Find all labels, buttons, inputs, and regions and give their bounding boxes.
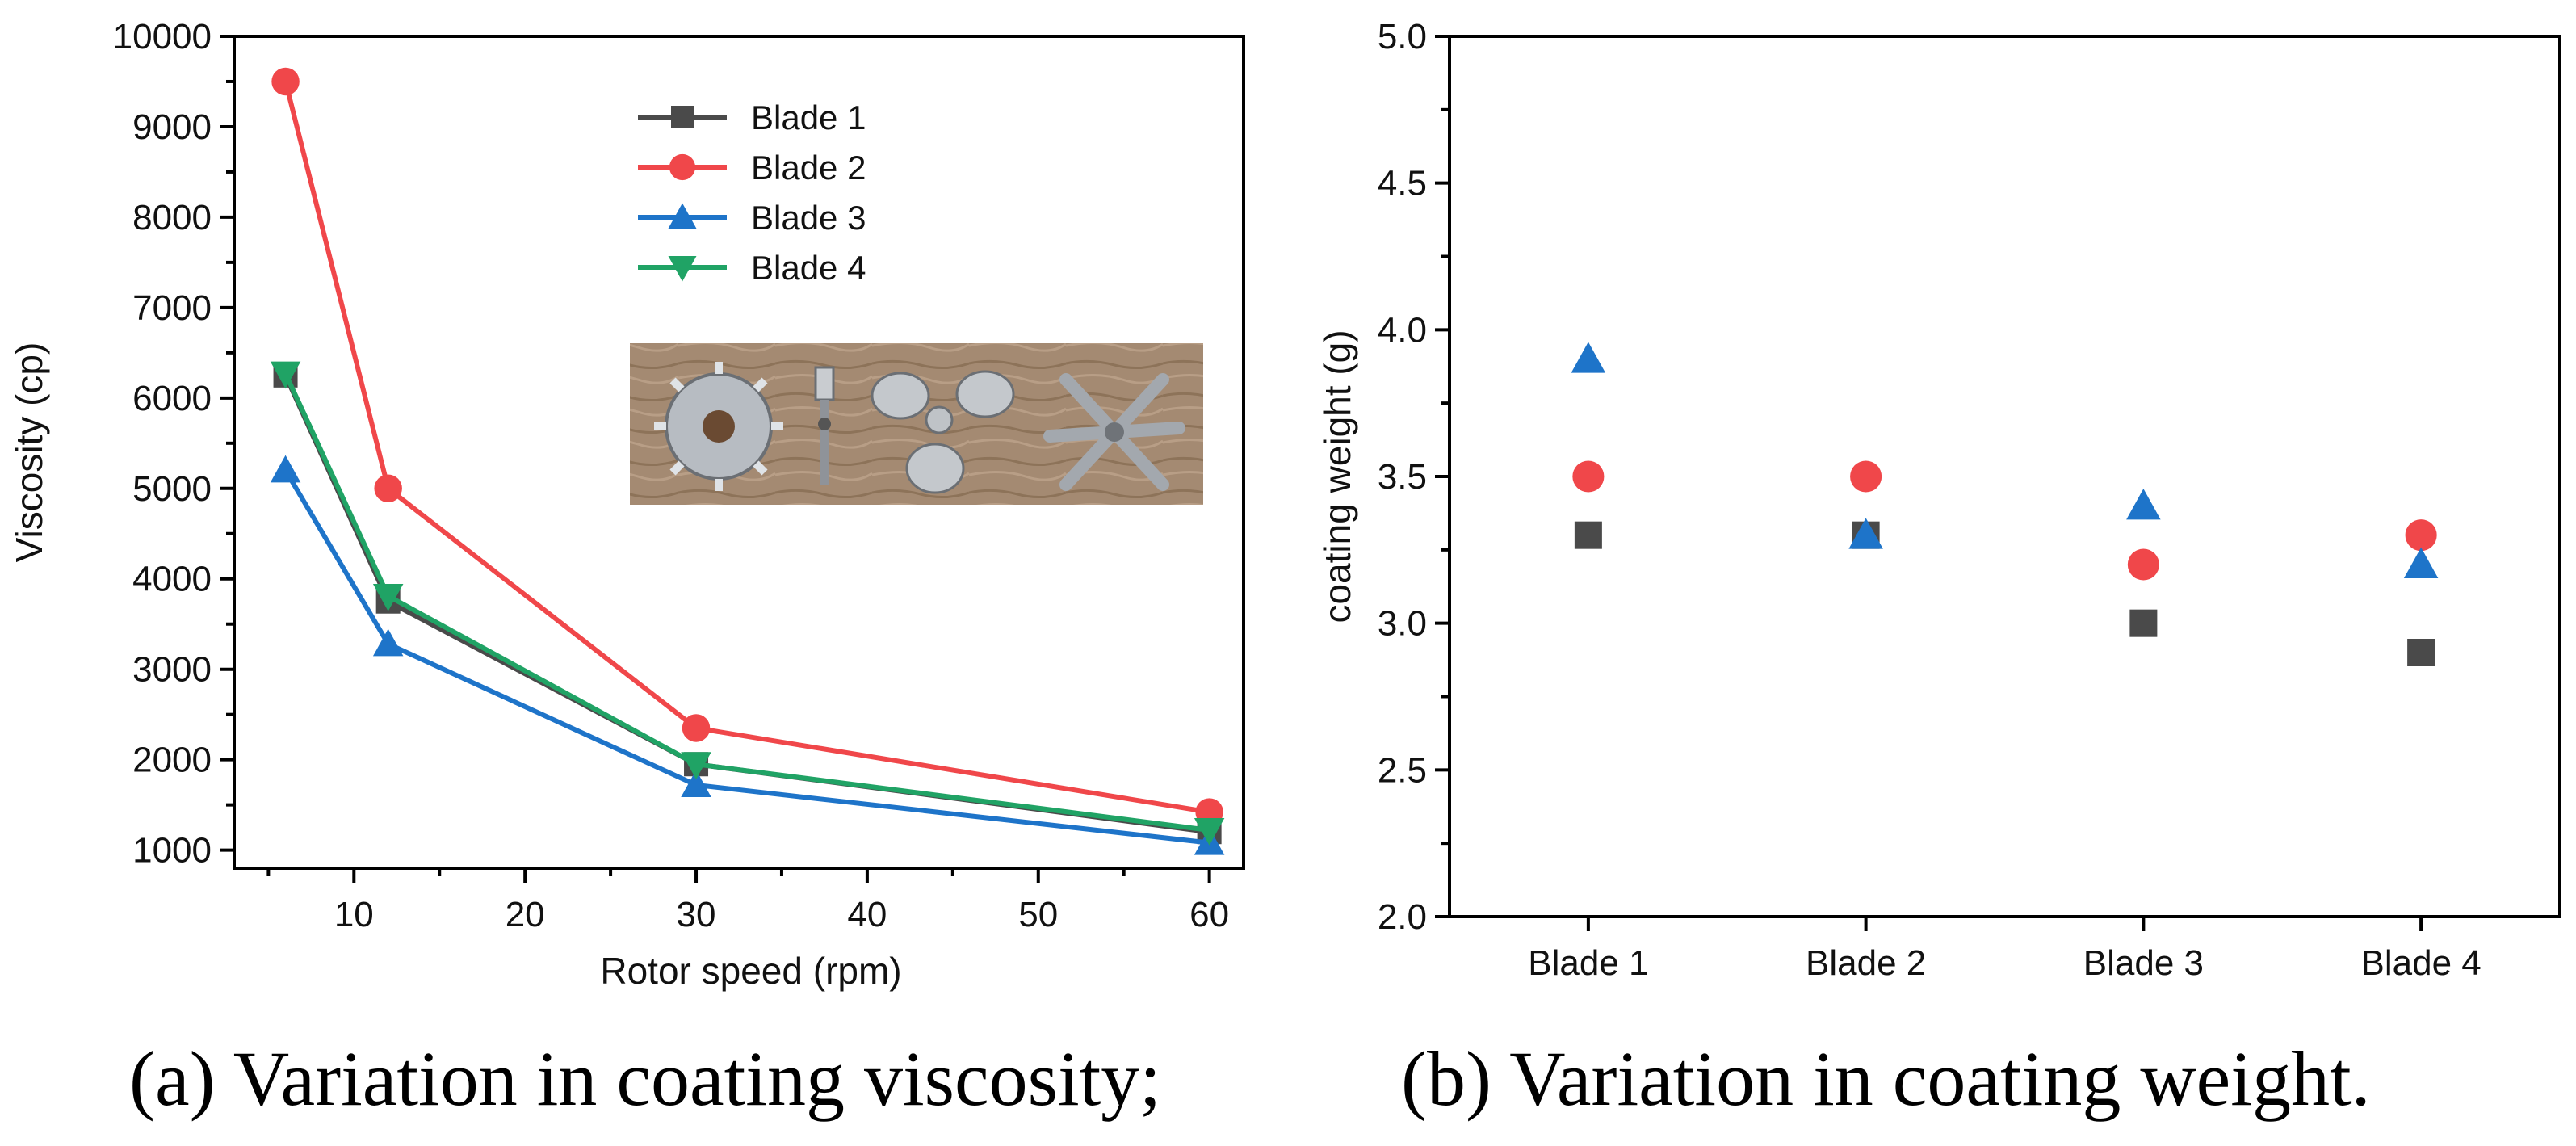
- series-line: [283, 372, 1210, 833]
- caption-b: (b) Variation in coating weight.: [1401, 1035, 2371, 1122]
- legend-marker: [668, 203, 697, 229]
- x-tick-label: 30: [677, 895, 716, 934]
- legend-label: Blade 3: [751, 199, 866, 237]
- data-point: [270, 361, 301, 389]
- weight-series: [1571, 342, 2439, 666]
- x-tick-label: Blade 1: [1528, 943, 1648, 983]
- y-tick-label: 7000: [132, 288, 212, 328]
- x-tick-label: 20: [506, 895, 545, 934]
- series-line: [283, 468, 1210, 846]
- data-point: [2127, 548, 2159, 581]
- caption-a: (a) Variation in coating viscosity;: [129, 1035, 1161, 1122]
- y-tick-label: 6000: [132, 379, 212, 418]
- x-tick-label: 40: [847, 895, 887, 934]
- x-tick-label: Blade 4: [2361, 943, 2482, 983]
- x-tick-label: 10: [334, 895, 374, 934]
- viscosity-y-tick-labels: 1000 2000 3000 4000 5000 6000 7000 8000 9000 1000…: [113, 17, 212, 871]
- blade-3-photo: [871, 370, 1015, 494]
- y-tick-label: 3.5: [1378, 457, 1427, 497]
- data-point: [1850, 460, 1882, 493]
- weight-x-tick-labels: Blade 1 Blade 2 Blade 3 Blade 4: [1528, 943, 2481, 983]
- series-blade-2: [271, 67, 1223, 826]
- data-point: [1574, 521, 1602, 549]
- x-tick-label: Blade 3: [2083, 943, 2204, 983]
- y-tick-label: 1000: [132, 831, 212, 871]
- viscosity-plot-frame: [233, 35, 1245, 870]
- y-tick-label: 4000: [132, 560, 212, 599]
- legend-item-2: Blade 2: [638, 149, 866, 187]
- weight-series-triangle-up: [1571, 342, 2439, 578]
- viscosity-chart: 10 20 30 40 50 60 1000 2000 3000 4000 5000 6000 700…: [8, 17, 1245, 992]
- legend-item-3: Blade 3: [638, 199, 866, 237]
- x-tick-label: Blade 2: [1806, 943, 1926, 983]
- y-tick-label: 2.5: [1378, 750, 1427, 790]
- legend-marker: [669, 153, 696, 181]
- series-blade-3: [270, 455, 1225, 855]
- legend-marker: [671, 106, 694, 128]
- data-point: [2403, 547, 2439, 578]
- data-point: [1848, 518, 1883, 549]
- viscosity-y-axis-title: Viscosity (cp): [8, 342, 50, 563]
- x-tick-label: 60: [1189, 895, 1229, 934]
- y-tick-label: 4.0: [1378, 310, 1427, 350]
- data-point: [372, 584, 404, 611]
- data-point: [2405, 519, 2437, 552]
- viscosity-legend: Blade 1 Blade 2 Blade 3 Blade 4: [638, 99, 866, 287]
- data-point: [1571, 342, 1606, 373]
- legend-marker: [668, 256, 697, 282]
- data-point: [1194, 817, 1225, 846]
- legend-label: Blade 2: [751, 149, 866, 187]
- x-tick-label: 50: [1018, 895, 1058, 934]
- weight-y-tick-labels: 2.0 2.5 3.0 3.5 4.0 4.5 5.0: [1378, 17, 1427, 937]
- legend-item-1: Blade 1: [638, 99, 866, 136]
- series-blade-4: [270, 361, 1225, 846]
- viscosity-x-axis-title: Rotor speed (rpm): [600, 950, 901, 992]
- legend-label: Blade 4: [751, 249, 866, 287]
- y-tick-label: 9000: [132, 107, 212, 147]
- weight-plot-frame: [1448, 35, 2561, 918]
- viscosity-x-tick-labels: 10 20 30 40 50 60: [334, 895, 1229, 934]
- y-tick-label: 8000: [132, 198, 212, 237]
- data-point: [271, 67, 300, 96]
- data-point: [1572, 460, 1605, 493]
- data-point: [374, 474, 402, 503]
- series-line: [283, 81, 1210, 815]
- data-point: [2126, 489, 2161, 520]
- data-point: [681, 770, 711, 797]
- blades-photo-inset: [630, 343, 1203, 505]
- y-tick-label: 2000: [132, 741, 212, 780]
- y-tick-label: 5.0: [1378, 17, 1427, 57]
- y-tick-label: 3000: [132, 650, 212, 690]
- data-point: [681, 752, 711, 779]
- y-tick-label: 5000: [132, 469, 212, 509]
- coating-weight-chart: Blade 1 Blade 2 Blade 3 Blade 4 2.0 2.5 3.0 3.…: [1316, 17, 2561, 983]
- data-point: [2129, 609, 2158, 637]
- viscosity-ticks: [220, 35, 1211, 883]
- legend-item-4: Blade 4: [638, 249, 866, 287]
- blade-4-photo: [1043, 373, 1185, 491]
- y-tick-label: 10000: [113, 17, 212, 57]
- blade-2-photo: [814, 366, 835, 485]
- data-point: [2407, 639, 2435, 666]
- data-point: [682, 714, 711, 742]
- y-tick-label: 3.0: [1378, 604, 1427, 644]
- legend-label: Blade 1: [751, 99, 866, 136]
- blade-1-photo: [654, 362, 783, 491]
- weight-series-circle: [1572, 460, 2437, 581]
- weight-y-axis-title: coating weight (g): [1316, 330, 1358, 623]
- viscosity-series: [270, 67, 1225, 855]
- y-tick-label: 4.5: [1378, 164, 1427, 204]
- data-point: [270, 455, 301, 483]
- y-tick-label: 2.0: [1378, 897, 1427, 937]
- data-point: [372, 628, 404, 657]
- weight-ticks: [1435, 35, 2423, 931]
- weight-series-square: [1574, 521, 2435, 666]
